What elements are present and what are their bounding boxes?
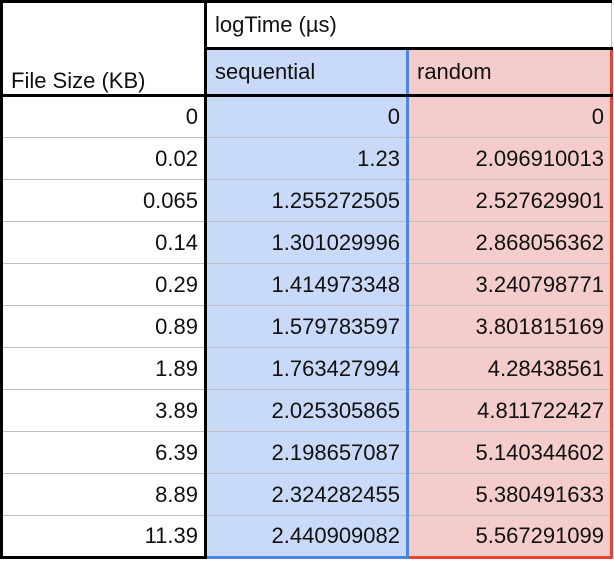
table-row: 1.89 1.763427994 4.28438561	[0, 347, 613, 390]
random-header[interactable]: random	[406, 47, 613, 97]
sequential-cell[interactable]: 1.414973348	[204, 263, 409, 306]
file-size-cell[interactable]: 0.89	[0, 305, 207, 348]
random-cell[interactable]: 2.527629901	[406, 179, 613, 222]
header-row-columns: sequential random	[2, 47, 613, 97]
file-size-cell[interactable]: 0.14	[0, 221, 207, 264]
file-size-cell[interactable]: 6.39	[0, 431, 207, 474]
table-row: 0.02 1.23 2.096910013	[0, 137, 613, 180]
header-row-group: File Size (KB) logTime (µs)	[0, 0, 612, 97]
table-row: 11.39 2.440909082 5.567291099	[0, 515, 613, 559]
random-cell[interactable]: 5.380491633	[406, 473, 613, 516]
sequential-cell[interactable]: 2.440909082	[204, 515, 409, 559]
sequential-cell[interactable]: 1.301029996	[204, 221, 409, 264]
table-row: 0.14 1.301029996 2.868056362	[0, 221, 613, 264]
table-row: 8.89 2.324282455 5.380491633	[0, 473, 613, 516]
sequential-cell[interactable]: 2.324282455	[204, 473, 409, 516]
sequential-cell[interactable]: 1.255272505	[204, 179, 409, 222]
table-row: 0.89 1.579783597 3.801815169	[0, 305, 613, 348]
table-row: 6.39 2.198657087 5.140344602	[0, 431, 613, 474]
file-size-cell[interactable]: 11.39	[0, 515, 207, 559]
file-size-cell[interactable]: 0.02	[0, 137, 207, 180]
table-row: 0 0 0	[0, 95, 613, 138]
random-cell[interactable]: 0	[406, 95, 613, 138]
sequential-header[interactable]: sequential	[204, 47, 409, 97]
sequential-cell[interactable]: 2.025305865	[204, 389, 409, 432]
random-cell[interactable]: 4.811722427	[406, 389, 613, 432]
file-size-cell[interactable]: 3.89	[0, 389, 207, 432]
table-row: 3.89 2.025305865 4.811722427	[0, 389, 613, 432]
table-row: 0.065 1.255272505 2.527629901	[0, 179, 613, 222]
logtime-group-header[interactable]: logTime (µs)	[205, 0, 612, 50]
random-cell[interactable]: 3.240798771	[406, 263, 613, 306]
random-cell[interactable]: 2.868056362	[406, 221, 613, 264]
file-size-cell[interactable]: 1.89	[0, 347, 207, 390]
sequential-cell[interactable]: 1.579783597	[204, 305, 409, 348]
random-cell[interactable]: 2.096910013	[406, 137, 613, 180]
file-size-cell[interactable]: 0.29	[0, 263, 207, 306]
file-size-cell[interactable]: 0.065	[0, 179, 207, 222]
file-size-header[interactable]: File Size (KB)	[0, 0, 207, 97]
table-row: 0.29 1.414973348 3.240798771	[0, 263, 613, 306]
file-size-cell[interactable]: 0	[0, 95, 207, 138]
sequential-cell[interactable]: 2.198657087	[204, 431, 409, 474]
sequential-cell[interactable]: 1.23	[204, 137, 409, 180]
random-cell[interactable]: 5.567291099	[406, 515, 613, 559]
random-cell[interactable]: 3.801815169	[406, 305, 613, 348]
sequential-cell[interactable]: 0	[204, 95, 409, 138]
sequential-cell[interactable]: 1.763427994	[204, 347, 409, 390]
file-size-cell[interactable]: 8.89	[0, 473, 207, 516]
random-cell[interactable]: 4.28438561	[406, 347, 613, 390]
random-cell[interactable]: 5.140344602	[406, 431, 613, 474]
